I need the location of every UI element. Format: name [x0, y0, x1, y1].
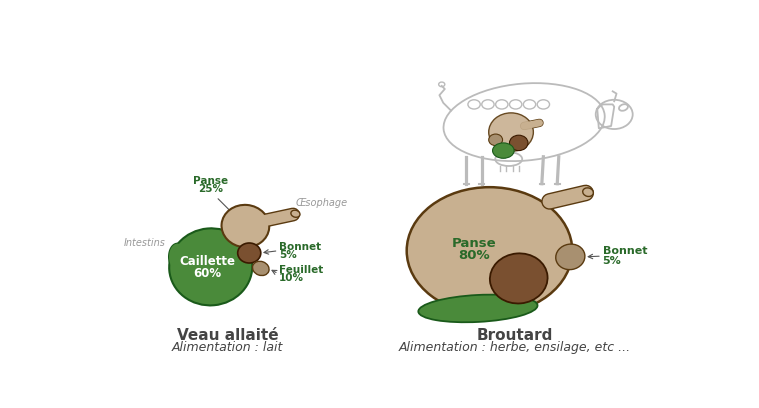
- Text: 5%: 5%: [603, 256, 622, 266]
- Text: Broutard: Broutard: [477, 328, 553, 343]
- Ellipse shape: [238, 243, 261, 263]
- Text: Veau allaité: Veau allaité: [177, 328, 279, 343]
- Ellipse shape: [222, 205, 269, 247]
- Text: Caillette: Caillette: [179, 255, 235, 268]
- Text: 10%: 10%: [279, 273, 304, 284]
- Text: Caillette 7%: Caillette 7%: [435, 304, 510, 313]
- Text: Œsophage: Œsophage: [295, 198, 348, 208]
- Ellipse shape: [418, 295, 537, 322]
- Text: 80%: 80%: [458, 249, 490, 262]
- Ellipse shape: [583, 188, 594, 197]
- Ellipse shape: [556, 244, 585, 270]
- Text: Intestins: Intestins: [124, 238, 166, 248]
- Ellipse shape: [489, 134, 502, 146]
- Text: 25%: 25%: [198, 184, 223, 194]
- Text: Panse: Panse: [194, 176, 228, 186]
- Ellipse shape: [291, 210, 300, 217]
- Ellipse shape: [253, 261, 269, 275]
- Text: Bonnet: Bonnet: [603, 246, 647, 257]
- Text: Feuillet: Feuillet: [496, 267, 542, 277]
- Text: 60%: 60%: [193, 266, 221, 279]
- Text: Panse: Panse: [452, 237, 496, 250]
- Ellipse shape: [407, 187, 572, 314]
- Text: Alimentation : herbe, ensilage, etc ...: Alimentation : herbe, ensilage, etc ...: [398, 341, 631, 354]
- Text: Alimentation : lait: Alimentation : lait: [172, 341, 283, 354]
- Text: 8%: 8%: [509, 279, 528, 290]
- Ellipse shape: [169, 228, 252, 306]
- Ellipse shape: [493, 143, 514, 158]
- Ellipse shape: [509, 135, 528, 151]
- Ellipse shape: [490, 253, 547, 304]
- Text: 5%: 5%: [279, 251, 297, 260]
- Text: Feuillet: Feuillet: [279, 265, 323, 275]
- Text: Bonnet: Bonnet: [279, 242, 321, 252]
- Ellipse shape: [489, 113, 534, 151]
